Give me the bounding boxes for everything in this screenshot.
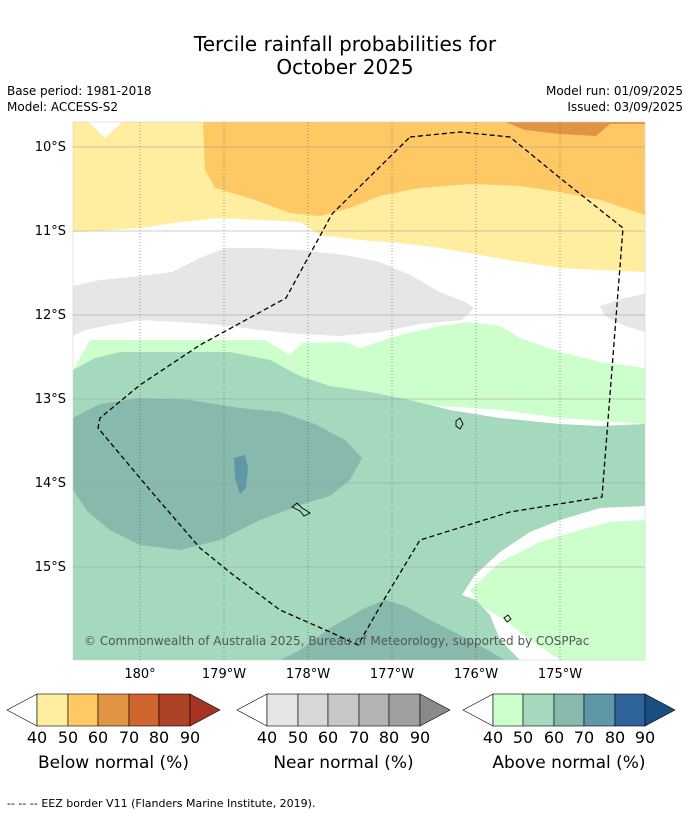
base-period: Base period: 1981-2018 [7,84,152,98]
longitude-label: 178°W [286,667,330,682]
colorbar-below-low-arrow [6,693,38,727]
longitude-label: 179°W [202,667,246,682]
colorbar-near-swatch [297,693,329,727]
colorbar-near-tick: 90 [410,728,430,747]
latitude-label: 12°S [35,308,66,323]
chart-title-line1: Tercile rainfall probabilities for [193,32,497,56]
latitude-label: 15°S [35,560,66,575]
colorbar-above-swatch [583,693,616,727]
longitude-label: 180° [124,667,155,682]
colorbar-below-swatch [36,693,69,727]
colorbar-near-low-arrow [236,693,268,727]
colorbar-near-high-arrow [419,693,451,727]
eez-legend-text: EEZ border V11 (Flanders Marine Institut… [41,797,316,810]
model-run: Model run: 01/09/2025 [545,84,683,98]
colorbar-near-swatch [327,693,360,727]
colorbar-above-tick: 70 [574,728,594,747]
colorbar-near-tick: 70 [349,728,369,747]
latitude-label: 13°S [35,392,66,407]
colorbar-above-swatch [522,693,555,727]
colorbar-near-tick: 60 [318,728,338,747]
latitude-label: 14°S [35,476,66,491]
colorbar-near-label: Near normal (%) [273,753,414,773]
eez-legend: -- -- -- EEZ border V11 (Flanders Marine… [7,797,315,810]
chart-title-line2: October 2025 [276,55,414,79]
colorbar-above-tick: 40 [483,728,503,747]
island-outline [455,417,464,430]
colorbar-above-low-arrow [462,693,494,727]
map-frame [72,121,646,661]
above-normal-40-region-south [470,520,645,660]
colorbar-below-tick: 70 [119,728,139,747]
colorbar-below-tick: 90 [180,728,200,747]
colorbar-below-swatch [67,693,99,727]
colorbar-above-swatch [492,693,524,727]
colorbar-below-label: Below normal (%) [38,753,189,773]
colorbar-above-tick: 80 [605,728,625,747]
above-normal-60-region-south [280,600,505,660]
colorbar-above-swatch [614,693,646,727]
colorbar-below-swatch [158,693,191,727]
colorbar-below-swatch [128,693,160,727]
near-normal-40-region [73,248,474,336]
latitude-label: 11°S [35,224,66,239]
colorbar-above-tick: 60 [544,728,564,747]
above-normal-60-region [73,398,362,550]
colorbar-near-swatch [388,693,421,727]
colorbar-above-tick: 90 [635,728,655,747]
colorbar-below-tick: 80 [149,728,169,747]
map-plot-area: © Commonwealth of Australia 2025, Bureau… [73,122,645,660]
colorbar-near-swatch [266,693,299,727]
near-normal-40-region-east [600,294,645,332]
colorbar-below-tick: 50 [58,728,78,747]
colorbar-above-swatch [553,693,585,727]
longitude-label: 177°W [370,667,414,682]
eez-border [97,131,624,646]
eez-legend-marker: -- -- -- [7,797,38,810]
colorbar-near [236,693,451,727]
colorbar-near-tick: 40 [257,728,277,747]
above-normal-70-patch [234,455,248,494]
island-outline [291,502,311,517]
colorbar-above-label: Above normal (%) [492,753,646,773]
longitude-label: 176°W [454,667,498,682]
copyright-notice: © Commonwealth of Australia 2025, Bureau… [84,634,589,648]
colorbar-below-high-arrow [189,693,221,727]
below-normal-50-region [203,122,645,216]
latitude-axis: 10°S 11°S 12°S 13°S 14°S 15°S [35,140,66,575]
latitude-lines [73,146,645,568]
colorbar-below-tick: 40 [27,728,47,747]
below-normal-60-region [505,122,645,136]
colorbar-near-tick: 50 [288,728,308,747]
colorbar-above [462,693,676,727]
longitude-label: 175°W [538,667,582,682]
colorbar-above-high-arrow [644,693,676,727]
colorbar-below [6,693,221,727]
colorbar-ticks: 40 50 60 70 80 90 40 50 60 70 80 90 40 5… [27,728,655,747]
above-normal-40-region [73,322,645,424]
issued-date: Issued: 03/09/2025 [567,100,683,114]
colorbar-near-tick: 80 [379,728,399,747]
colorbar-below-tick: 60 [88,728,108,747]
model-name: Model: ACCESS-S2 [7,100,119,114]
colorbar-below-swatch [97,693,130,727]
latitude-label: 10°S [35,140,66,155]
colorbar-above-tick: 50 [513,728,533,747]
colorbar-near-swatch [358,693,390,727]
island-outline [503,614,512,623]
longitude-axis: 180° 179°W 178°W 177°W 176°W 175°W [124,667,582,682]
